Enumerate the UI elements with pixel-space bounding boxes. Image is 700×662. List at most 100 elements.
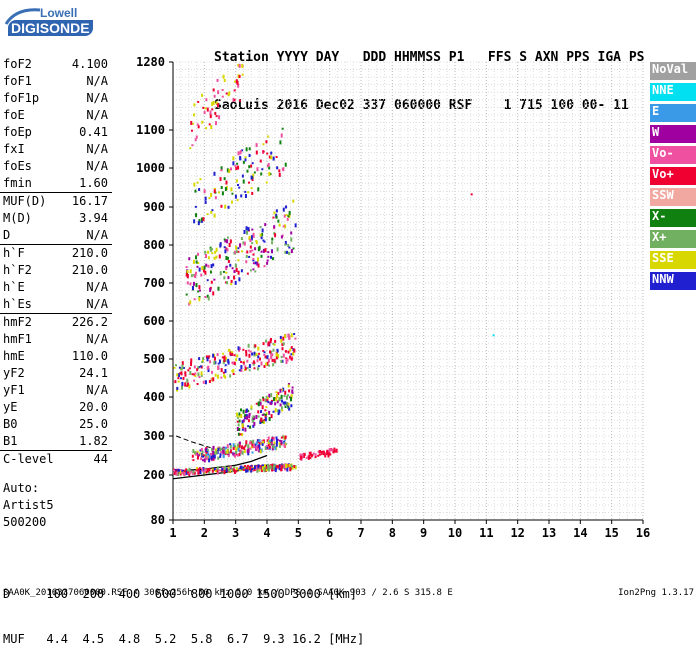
echo-point [283, 445, 286, 449]
echo-point [248, 165, 251, 169]
echo-point [202, 217, 205, 222]
echo-point [229, 167, 232, 171]
echo-point [287, 382, 290, 385]
legend-item: SSW [650, 188, 696, 206]
echo-point [300, 455, 303, 460]
echo-point [254, 261, 257, 265]
echo-point [238, 186, 241, 189]
param-value: N/A [86, 74, 108, 88]
echo-point [241, 433, 244, 437]
echo-point [240, 250, 243, 253]
echo-point [229, 468, 232, 473]
echo-point [275, 215, 278, 219]
echo-point [180, 367, 183, 371]
echo-point [240, 365, 243, 370]
echo-point [256, 439, 259, 442]
echo-point [238, 467, 241, 471]
echo-point [219, 447, 222, 452]
param-value: 110.0 [71, 349, 108, 363]
echo-point [238, 428, 241, 432]
echo-point [193, 298, 196, 301]
echo-point [181, 381, 184, 386]
echo-point [240, 408, 243, 412]
echo-point [230, 200, 233, 204]
echo-point [285, 395, 288, 400]
echo-point [224, 375, 227, 379]
echo-point [267, 163, 270, 167]
echo-point [258, 465, 261, 468]
echo-point [212, 263, 215, 267]
echo-point [270, 414, 273, 419]
echo-point [195, 467, 198, 472]
echo-point [287, 215, 290, 218]
header-labels: Station YYYY DAY DDD HHMMSS P1 FFS S AXN… [214, 50, 645, 65]
echo-point [241, 73, 244, 76]
echo-point [217, 103, 220, 108]
param-value: 1.60 [79, 176, 108, 190]
echo-point [246, 367, 249, 370]
echo-point [238, 277, 241, 282]
echo-point [290, 396, 293, 401]
echo-point [211, 252, 214, 255]
x-tick-label: 6 [326, 526, 333, 540]
echo-point [195, 135, 198, 139]
legend-item: NoVal [650, 62, 696, 80]
echo-point [184, 373, 187, 377]
echo-point [290, 353, 293, 356]
trace-line-O [172, 454, 268, 472]
echo-point [278, 397, 281, 402]
logo-arc-icon [4, 8, 41, 25]
echo-point [262, 143, 265, 146]
echo-point [254, 443, 257, 447]
echo-point [212, 450, 215, 455]
echo-point [201, 467, 204, 472]
echo-point [232, 468, 235, 472]
echo-point [261, 414, 264, 417]
echo-point [260, 410, 263, 414]
echo-point [181, 470, 184, 474]
echo-point [252, 363, 255, 366]
echo-point [229, 239, 232, 244]
echo-point [240, 194, 243, 198]
echo-point [312, 452, 315, 455]
echo-point [218, 359, 221, 364]
echo-point [305, 456, 308, 459]
echo-point [246, 408, 249, 413]
echo-point [261, 466, 264, 471]
echo-point [246, 169, 249, 173]
echo-point [183, 470, 186, 473]
param-row: D N/A [0, 227, 112, 244]
echo-point [278, 439, 281, 442]
echo-point [229, 351, 232, 356]
echo-point [263, 353, 266, 356]
echo-point [243, 448, 246, 453]
distance-row: D 100 200 400 600 800 1000 1500 3000 [km… [3, 587, 358, 601]
echo-point [267, 135, 270, 138]
echo-point [294, 337, 297, 340]
echo-point [238, 357, 241, 361]
echo-point [182, 366, 185, 369]
param-separator [0, 313, 112, 314]
echo-point [238, 99, 241, 102]
echo-point [190, 120, 193, 125]
echo-point [257, 415, 260, 418]
echo-point [192, 281, 195, 286]
echo-point [249, 466, 252, 471]
echo-point [287, 394, 290, 397]
echo-point [256, 367, 259, 371]
echo-point [193, 113, 196, 117]
echo-point [181, 361, 184, 366]
echo-point [288, 251, 291, 255]
echo-point [327, 453, 330, 458]
echo-point [264, 248, 267, 253]
echo-point [238, 349, 241, 352]
legend-item: Vo- [650, 146, 696, 164]
echo-point [238, 453, 241, 457]
echo-point [233, 89, 236, 92]
echo-point [197, 252, 200, 256]
legend-item: X+ [650, 230, 696, 248]
echo-point [272, 436, 275, 441]
echo-point [206, 107, 209, 112]
echo-point [236, 416, 239, 419]
echo-point [257, 403, 260, 407]
